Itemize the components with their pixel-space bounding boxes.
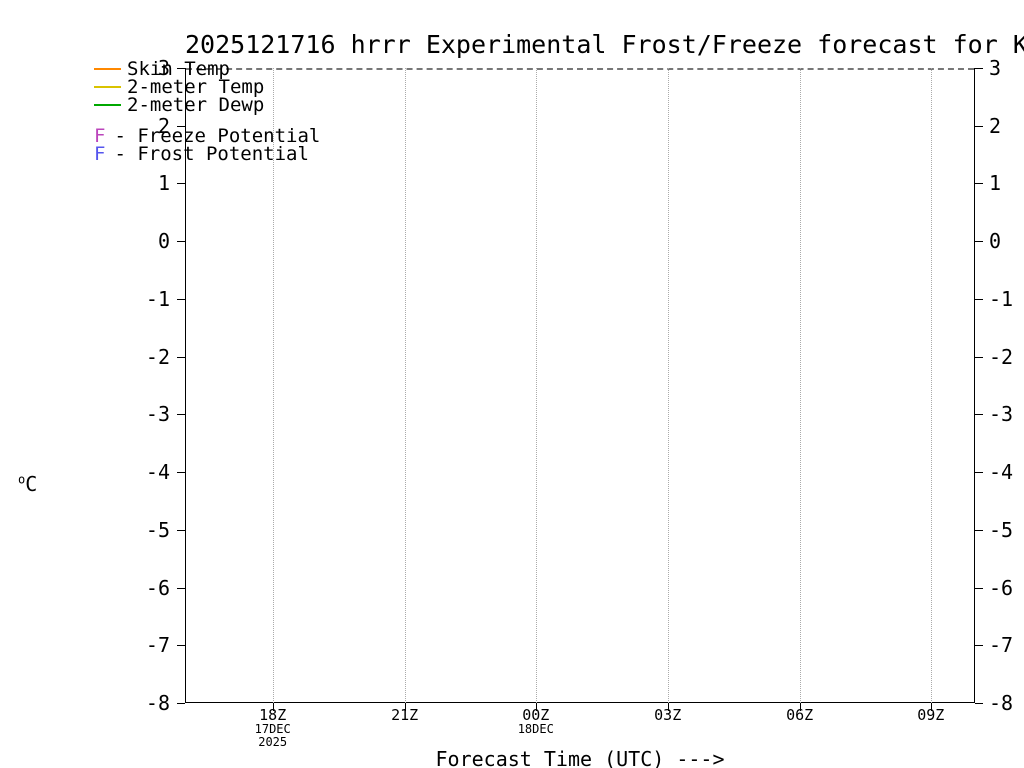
y-tick-right xyxy=(975,703,983,704)
x-gridline xyxy=(799,68,801,703)
y-tick-right xyxy=(975,298,983,300)
y-tick-right xyxy=(975,414,983,416)
y-axis-tick-label-left: -7 xyxy=(145,633,170,658)
legend-label-2m-temp: 2-meter Temp xyxy=(127,76,265,98)
y-tick-right xyxy=(975,183,983,185)
y-axis-tick-label-right: 1 xyxy=(989,171,1002,196)
x-axis-tick-label: 06Z xyxy=(786,706,814,724)
y-tick-left xyxy=(177,472,185,474)
y-tick-left xyxy=(177,125,185,127)
x-axis-tick-label: 03Z xyxy=(654,706,682,724)
freeze-potential-symbol: F xyxy=(94,125,106,147)
legend-item-2m-temp: 2-meter Temp xyxy=(94,76,320,98)
legend: Skin Temp 2-meter Temp 2-meter Dewp F - … xyxy=(94,58,321,165)
y-axis-tick-label-left: -2 xyxy=(145,344,170,369)
y-axis-tick-label-left: 1 xyxy=(157,171,170,196)
y-axis-tick-label-right: 3 xyxy=(989,56,1002,80)
x-tick xyxy=(930,703,932,711)
skin-temp-line-swatch xyxy=(94,68,121,70)
top-dashed-gridline xyxy=(186,68,974,70)
y-tick-left xyxy=(177,587,185,589)
x-axis-title: Forecast Time (UTC) ---> xyxy=(435,747,725,768)
y-tick-right xyxy=(975,645,983,647)
y-tick-left xyxy=(177,356,185,358)
y-axis-tick-label-right: -7 xyxy=(989,633,1014,658)
y-tick-right xyxy=(975,356,983,358)
x-axis-tick-label: 18Z xyxy=(259,706,287,724)
x-gridline xyxy=(667,68,669,703)
y-tick-left xyxy=(177,183,185,185)
2m-dewp-line-swatch xyxy=(94,104,121,106)
plot-area xyxy=(185,68,975,703)
y-axis-tick-label-left: 2 xyxy=(157,113,170,138)
x-tick xyxy=(535,703,537,711)
2m-temp-line-swatch xyxy=(94,86,121,88)
x-axis-date-label: 17DEC xyxy=(254,722,291,736)
y-tick-left xyxy=(177,298,185,300)
y-tick-left xyxy=(177,414,185,416)
legend-item-skin-temp: Skin Temp xyxy=(94,58,320,80)
y-axis-tick-label-right: 0 xyxy=(989,229,1002,254)
y-axis-tick-label-right: -4 xyxy=(989,460,1014,485)
x-tick xyxy=(272,703,274,711)
x-axis-date-label: 2025 xyxy=(258,735,288,749)
y-axis-tick-label-right: -6 xyxy=(989,575,1014,600)
y-axis-tick-label-left: -6 xyxy=(145,575,170,600)
y-axis-tick-label-left: 0 xyxy=(157,229,170,254)
y-tick-right xyxy=(975,68,983,69)
x-gridline xyxy=(535,68,537,703)
x-gridline xyxy=(404,68,406,703)
legend-label-frost-potential: - Frost Potential xyxy=(114,143,309,165)
y-axis-tick-label-right: -5 xyxy=(989,517,1014,542)
y-axis-tick-label-left: -3 xyxy=(145,402,170,427)
x-gridline xyxy=(272,68,274,703)
chart-title: 2025121716 hrrr Experimental Frost/Freez… xyxy=(185,30,1024,59)
y-axis-tick-label-left: -1 xyxy=(145,286,170,311)
y-tick-right xyxy=(975,125,983,127)
y-axis-unit-degree: o xyxy=(18,472,26,487)
y-tick-right xyxy=(975,472,983,474)
legend-item-2m-dewp: 2-meter Dewp xyxy=(94,94,320,116)
y-axis-tick-label-left: -8 xyxy=(145,691,170,715)
y-axis-tick-label-right: 2 xyxy=(989,113,1002,138)
x-axis-tick-label: 09Z xyxy=(917,706,945,724)
x-gridline xyxy=(930,68,932,703)
legend-label-freeze-potential: - Freeze Potential xyxy=(114,125,321,147)
y-axis-tick-label-left: -4 xyxy=(145,460,170,485)
x-tick xyxy=(404,703,406,711)
y-tick-left xyxy=(177,703,185,704)
y-tick-right xyxy=(975,241,983,243)
y-axis-tick-label-right: -2 xyxy=(989,344,1014,369)
y-tick-left xyxy=(177,241,185,243)
y-axis-tick-label-left: -5 xyxy=(145,517,170,542)
y-axis-tick-label-right: -1 xyxy=(989,286,1014,311)
legend-label-2m-dewp: 2-meter Dewp xyxy=(127,94,265,116)
y-axis-tick-label-left: 3 xyxy=(157,56,170,80)
y-tick-right xyxy=(975,587,983,589)
x-tick xyxy=(799,703,801,711)
legend-item-frost-potential: F - Frost Potential xyxy=(94,143,320,165)
y-axis-tick-label-right: -8 xyxy=(989,691,1014,715)
y-tick-left xyxy=(177,68,185,69)
legend-label-skin-temp: Skin Temp xyxy=(127,58,230,80)
legend-item-freeze-potential: F - Freeze Potential xyxy=(94,125,321,147)
y-tick-left xyxy=(177,645,185,647)
x-tick xyxy=(667,703,669,711)
frost-potential-symbol: F xyxy=(94,143,106,165)
y-tick-right xyxy=(975,529,983,531)
x-axis-date-label: 18DEC xyxy=(517,722,554,736)
x-axis-tick-label: 21Z xyxy=(391,706,419,724)
y-tick-left xyxy=(177,529,185,531)
y-axis-tick-label-right: -3 xyxy=(989,402,1014,427)
x-axis-tick-label: 00Z xyxy=(522,706,550,724)
y-axis-unit-celsius: C xyxy=(25,472,38,496)
y-axis-unit-label: oC xyxy=(18,472,37,496)
